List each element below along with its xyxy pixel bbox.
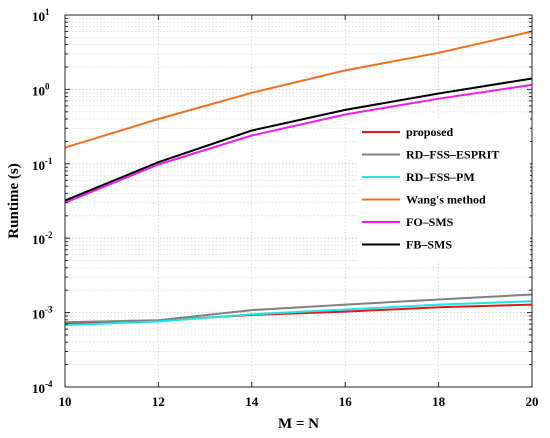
x-tick-label: 20 bbox=[526, 394, 539, 409]
legend-box bbox=[358, 118, 530, 261]
x-tick-label: 16 bbox=[339, 394, 353, 409]
y-tick-label: 10-4 bbox=[32, 379, 53, 396]
y-tick-label: 10-3 bbox=[32, 305, 53, 322]
series-line-fb-sms bbox=[64, 77, 533, 202]
series-line-wang-s-method bbox=[64, 30, 533, 149]
x-axis-tick-labels: 10 12 14 16 18 20 bbox=[59, 394, 539, 409]
legend-label: Wang's method bbox=[406, 193, 486, 207]
y-tick-label: 10-2 bbox=[32, 230, 53, 247]
series-line-rd-fss-pm bbox=[64, 300, 533, 327]
y-tick-label: 10-1 bbox=[32, 156, 53, 173]
x-tick-label: 10 bbox=[59, 394, 72, 409]
legend-label: FB–SMS bbox=[406, 238, 452, 252]
y-tick-label: 101 bbox=[32, 7, 50, 24]
y-tick-label: 100 bbox=[32, 81, 50, 98]
y-axis-title: Runtime (s) bbox=[6, 163, 22, 238]
x-tick-label: 12 bbox=[152, 394, 165, 409]
series-line-rd-fss-esprit bbox=[64, 293, 533, 324]
y-axis-tick-labels: 10-4 10-3 10-2 10-1 100 101 bbox=[32, 7, 53, 396]
series-lines bbox=[64, 30, 533, 327]
series-line-fo-sms bbox=[64, 83, 533, 204]
legend-label: RD–FSS–PM bbox=[406, 170, 475, 184]
legend-label: FO–SMS bbox=[406, 215, 454, 229]
x-axis-title: M = N bbox=[278, 416, 319, 432]
legend: proposed RD–FSS–ESPRIT RD–FSS–PM Wang's met… bbox=[358, 118, 530, 261]
plot-frame bbox=[64, 14, 533, 388]
legend-label: RD–FSS–ESPRIT bbox=[406, 148, 499, 162]
x-tick-label: 14 bbox=[245, 394, 259, 409]
x-tick-label: 18 bbox=[432, 394, 446, 409]
axis-ticks bbox=[64, 14, 533, 388]
legend-label: proposed bbox=[406, 125, 453, 139]
